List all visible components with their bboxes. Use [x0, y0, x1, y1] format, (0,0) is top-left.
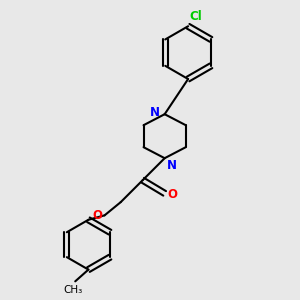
Text: N: N: [167, 159, 177, 172]
Text: CH₃: CH₃: [64, 285, 83, 295]
Text: N: N: [149, 106, 159, 119]
Text: O: O: [167, 188, 177, 201]
Text: Cl: Cl: [190, 10, 202, 23]
Text: O: O: [92, 209, 102, 222]
